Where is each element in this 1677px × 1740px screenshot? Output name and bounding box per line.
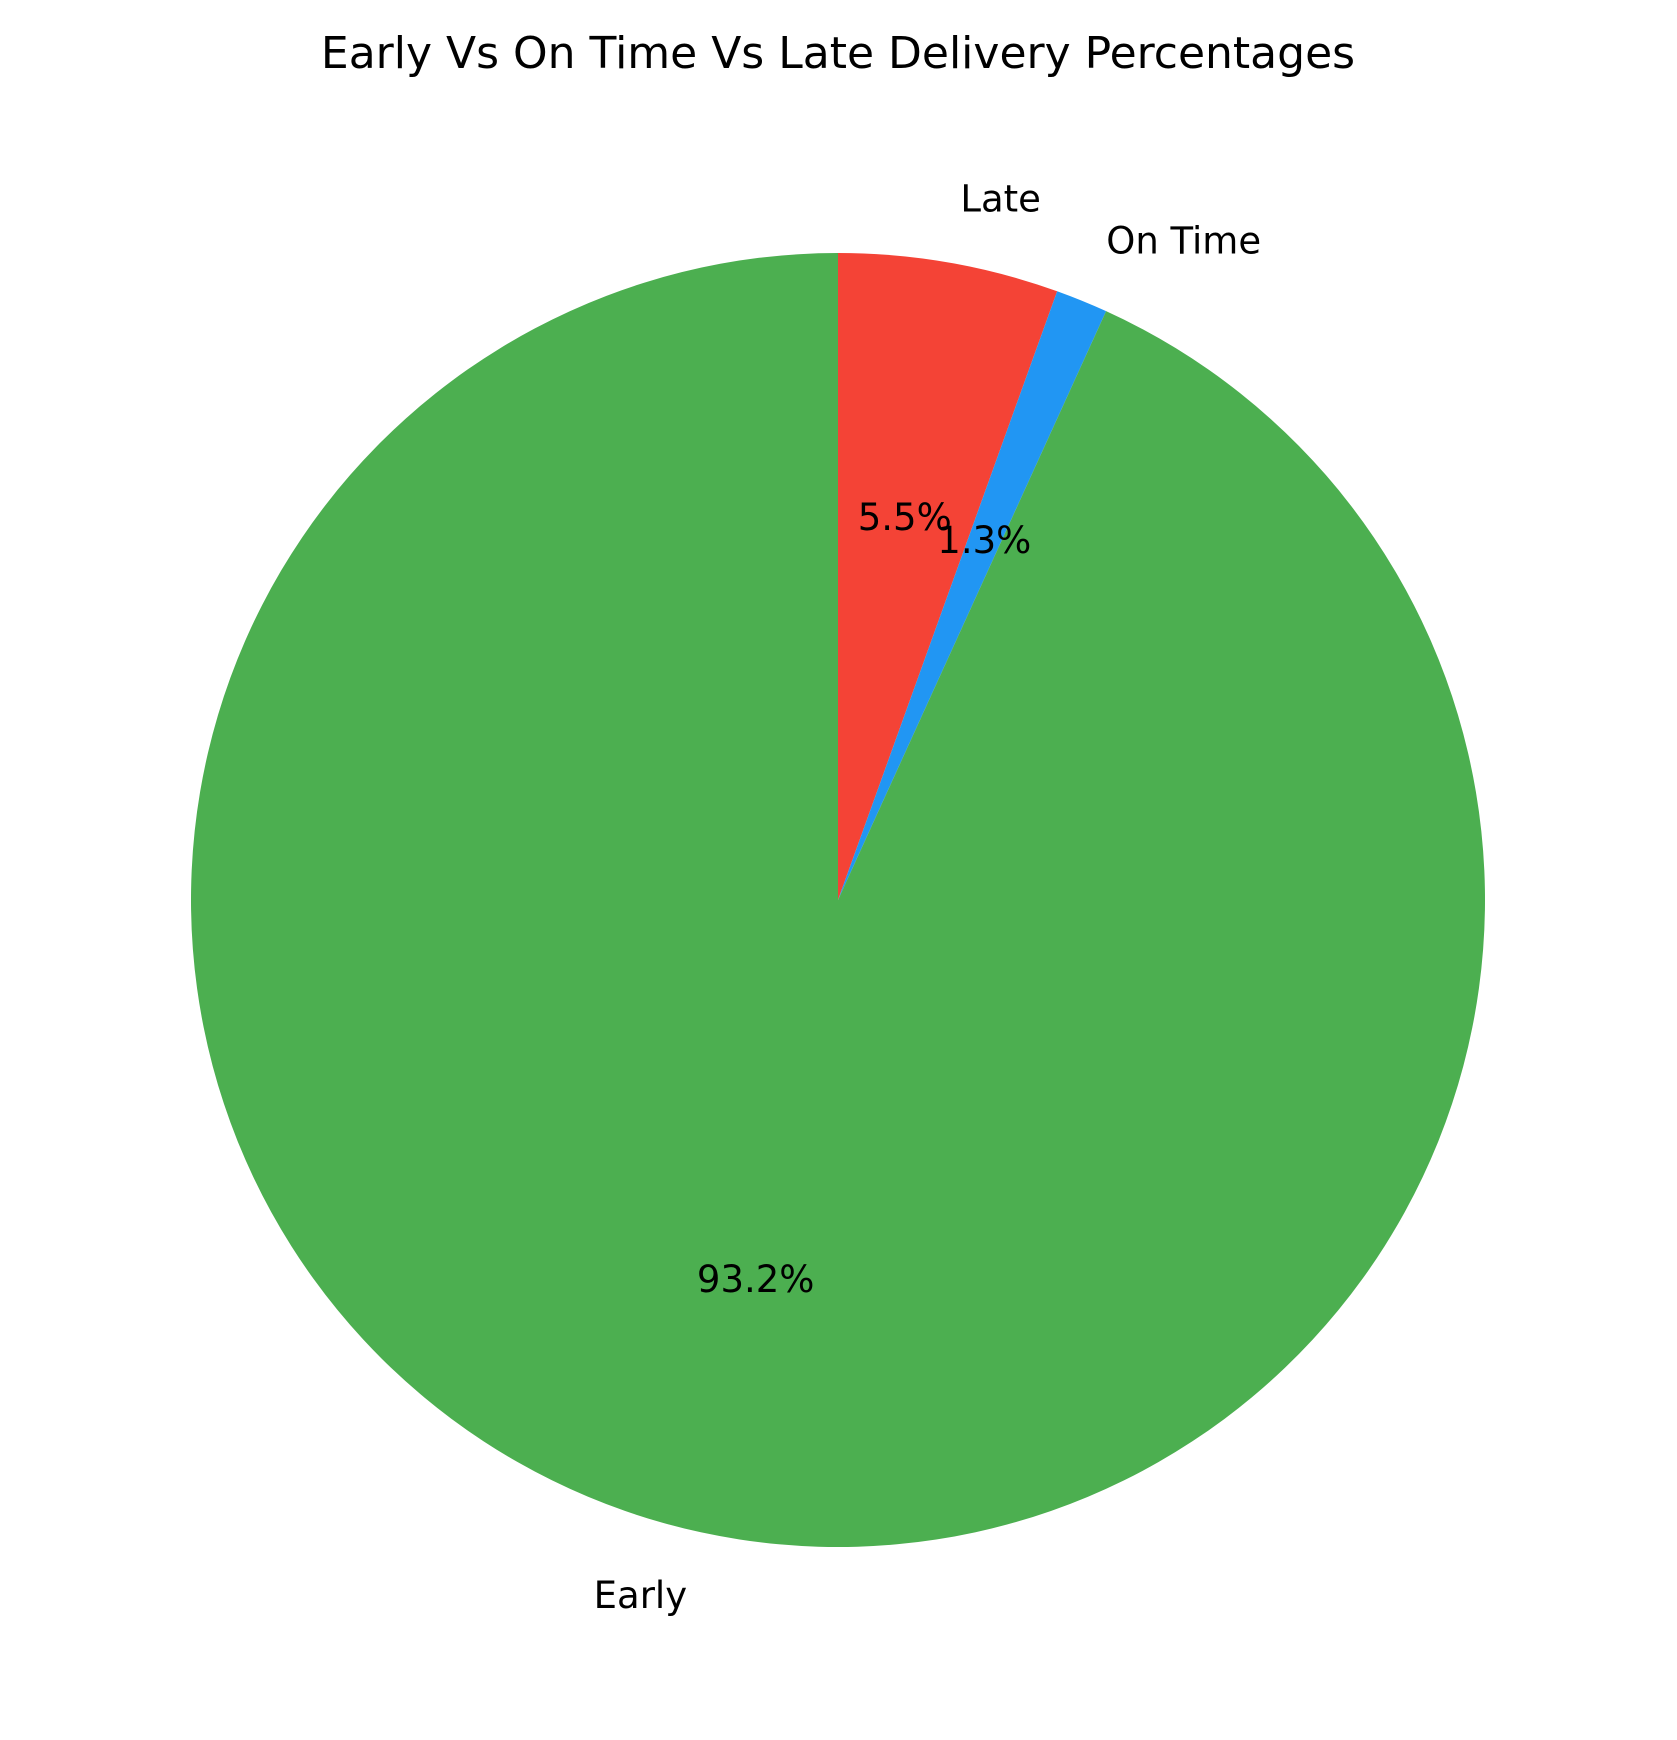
pie-labels: Late 5.5% On Time 1.3% Early 93.2% [594,177,1261,1617]
slice-percent-late: 5.5% [858,496,952,539]
pie-slice-late [838,253,1058,900]
pie-slice-on-time [838,291,1107,901]
chart-title: Early Vs On Time Vs Late Delivery Percen… [321,28,1355,79]
slice-percent-early: 93.2% [697,1258,815,1301]
slice-label-on-time: On Time [1106,219,1261,262]
pie-slice-early [190,253,1485,1547]
pie-slices [190,253,1485,1547]
slice-label-late: Late [960,177,1041,220]
slice-label-early: Early [594,1574,687,1617]
slice-percent-on-time: 1.3% [937,519,1031,562]
